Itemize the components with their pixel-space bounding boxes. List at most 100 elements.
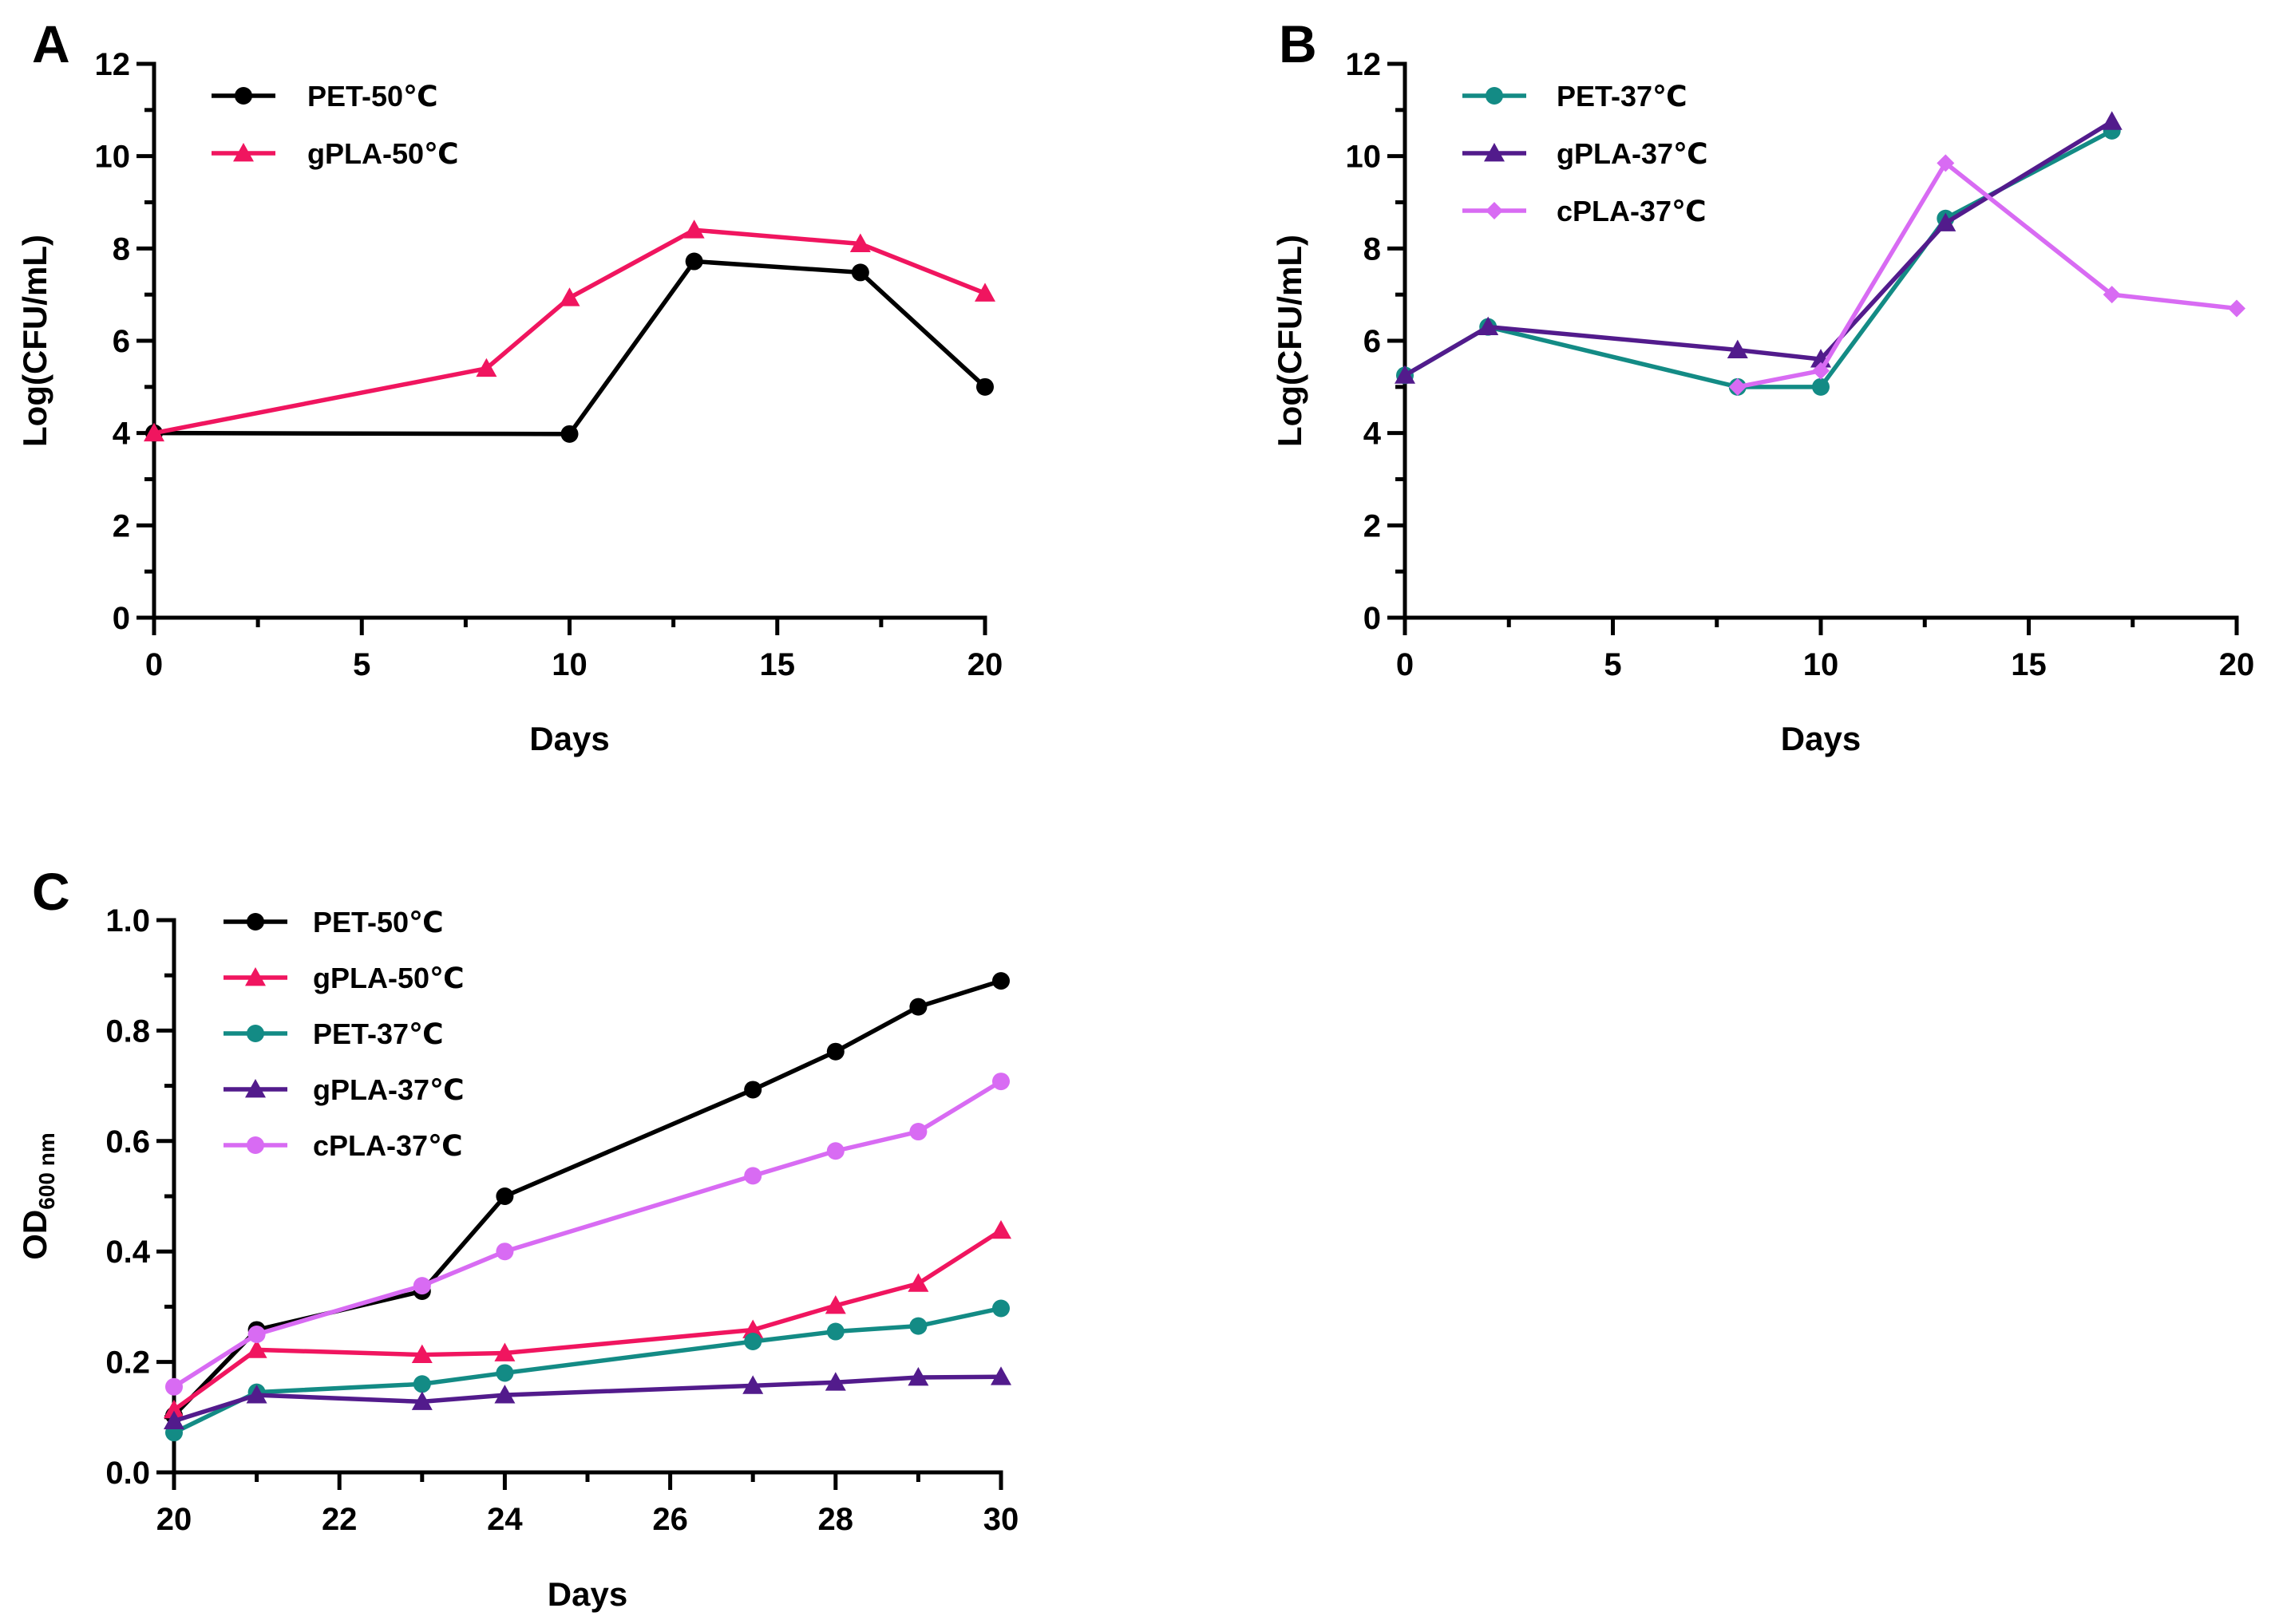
- data-point-marker: [411, 1344, 433, 1364]
- legend-label: gPLA-37℃: [1557, 137, 1708, 170]
- legend-entry: PET-37℃: [1462, 80, 1687, 113]
- data-point-marker: [246, 1385, 267, 1404]
- y-axis-title: OD600 nm: [16, 1132, 59, 1260]
- series-line: [172, 978, 1002, 1417]
- data-point-marker: [494, 1342, 516, 1361]
- legend-marker: [235, 87, 252, 105]
- y-tick-label: 6: [1363, 324, 1381, 359]
- x-tick-label: 28: [818, 1502, 854, 1537]
- series-1: [144, 219, 995, 442]
- x-tick-label: 15: [2011, 647, 2047, 682]
- y-axis-title-subscript: 600 nm: [34, 1132, 59, 1210]
- series-line: [173, 1374, 1002, 1424]
- legend-entry: PET-50℃: [212, 80, 438, 113]
- y-tick-label: 8: [1363, 231, 1381, 267]
- y-tick-label: 10: [1346, 140, 1382, 175]
- legend-label: PET-50℃: [307, 80, 438, 113]
- x-tick-label: 10: [552, 647, 588, 682]
- data-point-marker: [411, 1391, 433, 1410]
- series-2: [1728, 154, 2245, 396]
- legend-entry: gPLA-50℃: [224, 962, 465, 994]
- y-tick-label: 0.2: [105, 1345, 150, 1381]
- data-point-marker: [1812, 362, 1830, 380]
- y-tick-label: 12: [1346, 47, 1382, 82]
- y-tick-label: 10: [95, 140, 131, 175]
- legend-marker: [1486, 87, 1503, 105]
- y-tick-label: 0.8: [105, 1014, 150, 1049]
- data-point-marker: [1395, 365, 1415, 384]
- legend-marker: [245, 1079, 266, 1098]
- data-point-marker: [1727, 339, 1748, 358]
- series-line: [1403, 119, 2114, 377]
- x-axis-title: Days: [529, 720, 609, 757]
- legend-label: gPLA-50℃: [307, 137, 459, 170]
- legend-label: gPLA-50℃: [313, 962, 465, 994]
- data-point-marker: [413, 1277, 431, 1295]
- data-point-marker: [826, 1142, 845, 1160]
- legend-marker: [1484, 143, 1505, 162]
- series-1: [164, 1219, 1011, 1419]
- data-point-marker: [496, 1187, 514, 1205]
- y-axis-title: Log(CFU/mL): [1271, 235, 1308, 447]
- data-point-marker: [909, 1317, 928, 1335]
- data-point-marker: [992, 1299, 1010, 1318]
- data-point-marker: [685, 252, 703, 271]
- x-tick-label: 0: [1396, 647, 1414, 682]
- y-tick-label: 0: [113, 601, 130, 636]
- data-point-marker: [976, 377, 994, 396]
- data-point-marker: [496, 1364, 514, 1382]
- x-tick-label: 5: [353, 647, 370, 682]
- chart-panel-b: B 0 2 4 6 8 10 12 0 5 10 15 20 Days Log(CFU/mL) PET-37℃…: [1271, 14, 2254, 757]
- legend-entry: gPLA-37℃: [224, 1073, 465, 1106]
- data-point-marker: [744, 1332, 762, 1350]
- legend-marker: [1486, 202, 1503, 219]
- data-point-marker: [1728, 377, 1747, 396]
- data-point-marker: [742, 1319, 764, 1338]
- legend-label: cPLA-37℃: [313, 1129, 463, 1162]
- x-tick-label: 0: [145, 647, 163, 682]
- panel-letter: C: [32, 862, 70, 921]
- y-tick-label: 6: [113, 324, 130, 359]
- data-point-marker: [992, 972, 1010, 990]
- data-point-marker: [826, 1042, 845, 1061]
- data-point-marker: [742, 1375, 764, 1394]
- data-point-marker: [825, 1372, 846, 1391]
- data-point-marker: [413, 1375, 431, 1393]
- data-point-marker: [826, 1322, 845, 1341]
- x-tick-label: 20: [156, 1502, 192, 1537]
- y-tick-label: 0.0: [105, 1456, 150, 1491]
- y-axis-title-main: OD: [16, 1210, 53, 1260]
- data-point-marker: [851, 263, 869, 282]
- data-point-marker: [744, 1081, 762, 1099]
- y-tick-label: 4: [113, 417, 131, 452]
- chart-panel-c: C 0.0 0.2 0.4 0.6 0.8 1.0 20 22 24 26 28 30 Days OD600…: [16, 862, 1019, 1613]
- y-axis-title: Log(CFU/mL): [16, 235, 53, 447]
- legend-entry: cPLA-37℃: [1462, 195, 1707, 227]
- data-point-marker: [164, 1399, 184, 1419]
- legend-marker: [247, 913, 264, 931]
- x-tick-label: 30: [983, 1502, 1019, 1537]
- series-0: [165, 972, 1010, 1424]
- data-point-marker: [165, 1377, 183, 1396]
- data-point-marker: [1937, 154, 1955, 172]
- data-point-marker: [1812, 377, 1830, 396]
- data-point-marker: [909, 998, 928, 1016]
- panel-letter: B: [1279, 14, 1317, 73]
- y-tick-label: 8: [113, 231, 130, 267]
- data-point-marker: [991, 1219, 1011, 1239]
- x-tick-label: 22: [322, 1502, 358, 1537]
- series-1: [1395, 111, 2123, 384]
- data-point-marker: [476, 358, 497, 377]
- x-tick-label: 15: [760, 647, 796, 682]
- x-tick-label: 24: [487, 1502, 523, 1537]
- y-tick-label: 0: [1363, 601, 1381, 636]
- data-point-marker: [247, 1326, 266, 1343]
- x-tick-label: 20: [2219, 647, 2255, 682]
- series-line: [1737, 160, 2237, 389]
- data-point-marker: [1935, 212, 1956, 231]
- series-3: [164, 1366, 1011, 1430]
- series-line: [172, 1306, 1002, 1435]
- legend-entry: gPLA-37℃: [1462, 137, 1708, 170]
- data-point-marker: [2101, 111, 2123, 130]
